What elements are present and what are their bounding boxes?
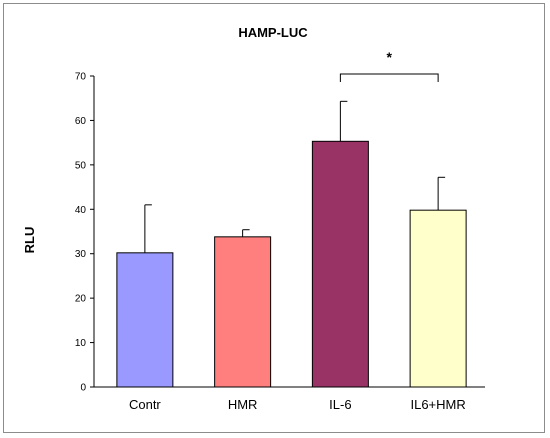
y-tick-label: 10 — [75, 338, 87, 349]
significance-bracket — [339, 73, 439, 82]
y-tick-label: 0 — [80, 383, 86, 394]
y-axis-label: RLU — [22, 227, 37, 254]
significance-label: * — [387, 49, 393, 65]
y-tick-label: 60 — [75, 116, 87, 127]
plot-area: 0 10 20 30 40 50 60 70 Contr HMR IL-6 IL6+HMR * — [75, 49, 485, 412]
chart-title: HAMP-LUC — [238, 25, 308, 40]
y-tick-label: 70 — [75, 72, 87, 83]
x-tick-label: IL-6 — [329, 397, 351, 412]
y-tick-label: 40 — [75, 205, 87, 216]
y-tick-label: 30 — [75, 249, 87, 260]
y-tick-label: 20 — [75, 294, 87, 305]
y-tick-label: 50 — [75, 160, 87, 171]
x-tick-label: Contr — [129, 397, 161, 412]
bar — [116, 252, 174, 388]
x-tick-label: IL6+HMR — [410, 397, 465, 412]
x-tick-label: HMR — [228, 397, 258, 412]
bar — [214, 236, 272, 388]
bar — [409, 209, 467, 388]
bar — [311, 140, 369, 388]
